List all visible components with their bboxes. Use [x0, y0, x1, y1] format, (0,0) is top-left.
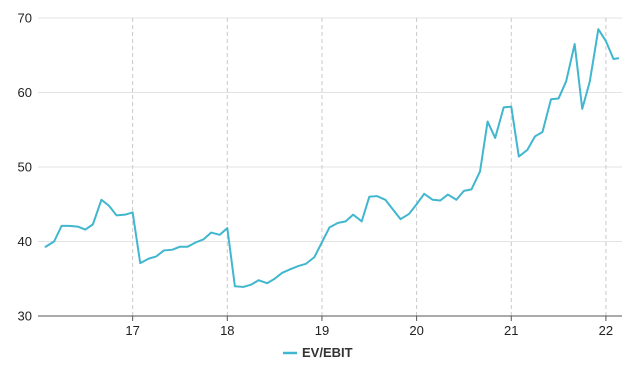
x-tick-label: 19 — [315, 323, 329, 338]
series-layer — [44, 28, 620, 288]
y-tick-label: 30 — [18, 309, 32, 324]
y-tick-label: 40 — [18, 234, 32, 249]
axis-layer: 30 40 50 60 70 17 18 19 20 21 22 — [18, 11, 622, 338]
x-tick-label: 17 — [125, 323, 139, 338]
x-tick-label: 20 — [409, 323, 423, 338]
legend: EV/EBIT — [283, 345, 353, 360]
x-tick-label: 21 — [504, 323, 518, 338]
legend-label: EV/EBIT — [302, 345, 353, 360]
x-tick-label: 22 — [599, 323, 613, 338]
y-tick-label: 70 — [18, 11, 32, 26]
y-tick-label: 50 — [18, 160, 32, 175]
series-line-ev-ebit — [44, 28, 620, 288]
y-tick-label: 60 — [18, 85, 32, 100]
grid-layer — [38, 17, 622, 316]
x-tick-label: 18 — [220, 323, 234, 338]
